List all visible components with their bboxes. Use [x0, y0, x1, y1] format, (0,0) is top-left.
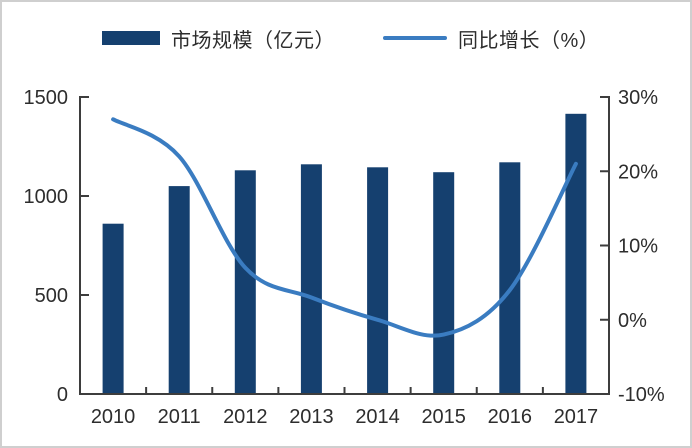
bar-2015	[433, 172, 455, 394]
x-axis-label: 2012	[223, 406, 268, 428]
left-axis-label: 1000	[24, 186, 69, 208]
left-axis-label: 500	[35, 285, 68, 307]
left-axis-label: 0	[57, 384, 68, 406]
x-axis-label: 2011	[158, 406, 201, 428]
axes	[79, 96, 610, 395]
bar-2016	[499, 162, 521, 394]
right-axis-label: -10%	[618, 384, 665, 406]
bar-2010	[102, 223, 124, 394]
bar-2013	[300, 164, 322, 394]
right-axis-label: 20%	[618, 161, 658, 183]
bar-2011	[168, 186, 190, 394]
right-axis-label: 10%	[618, 236, 658, 258]
x-axis-label: 2015	[421, 406, 466, 428]
x-axis-label: 2014	[355, 406, 400, 428]
right-axis-label: 0%	[618, 310, 647, 332]
x-axis-label: 2017	[554, 406, 599, 428]
bar-2012	[234, 170, 256, 394]
right-axis-label: 30%	[618, 87, 658, 109]
bar-2017	[565, 113, 587, 395]
x-axis-label: 2013	[289, 406, 334, 428]
x-axis-label: 2010	[91, 406, 136, 428]
bars-series	[102, 113, 587, 395]
line-series	[111, 117, 578, 338]
yoy-growth-line	[111, 117, 578, 338]
bar-2014	[367, 167, 389, 394]
x-axis-label: 2016	[488, 406, 533, 428]
left-axis-label: 1500	[24, 87, 69, 109]
axis-labels: 0 500 1000 1500 -10% 0% 10% 20% 30% 2010 2011 2012 2…	[24, 87, 665, 428]
